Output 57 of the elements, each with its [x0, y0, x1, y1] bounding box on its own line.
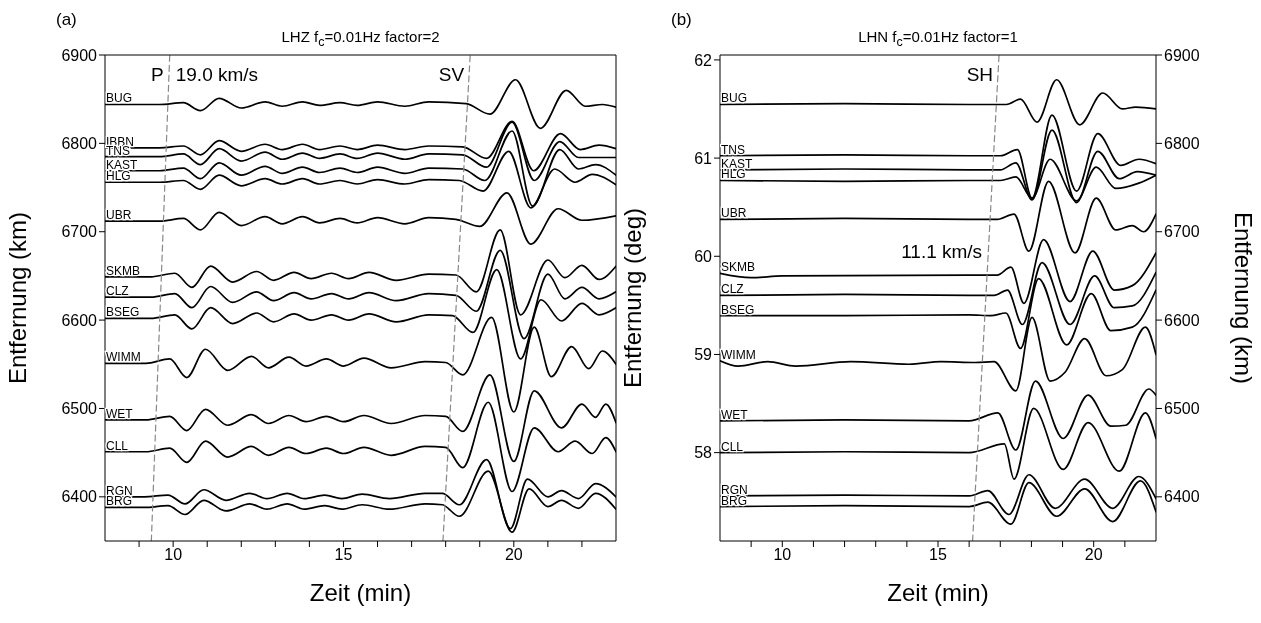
series-label: BUG: [721, 91, 748, 106]
y2-tick-label: 6900: [1164, 46, 1200, 64]
series-label: WET: [106, 406, 134, 421]
x-tick-label: 15: [334, 546, 353, 564]
series-label: BSEG: [106, 305, 140, 320]
annotation: SV: [438, 64, 465, 85]
x-axis-title: Zeit (min): [309, 579, 412, 606]
annotation: SH: [966, 64, 994, 85]
series-label: HLG: [106, 169, 131, 184]
series-label: CLZ: [106, 284, 129, 299]
y-tick-label: 59: [694, 346, 713, 364]
series-label: TNS: [721, 142, 745, 157]
y-tick-label: 6900: [61, 46, 98, 64]
y-tick-label: 6700: [61, 223, 98, 241]
series-label: CLZ: [721, 282, 744, 297]
y2-axis-title: Entfernung (km): [1230, 211, 1258, 385]
y2-tick-label: 6600: [1164, 311, 1200, 329]
y-tick-label: 60: [694, 247, 713, 265]
annotation: 19.0 km/s: [175, 64, 259, 85]
chart-title: LHZ f$_{c}$=0.01Hz factor=2: [280, 28, 441, 49]
series-label: SKMB: [721, 260, 756, 275]
y-tick-label: 61: [694, 149, 713, 167]
y-tick-label: 6400: [61, 488, 98, 506]
y2-tick-label: 6400: [1164, 488, 1200, 506]
series-label: WIMM: [721, 347, 756, 362]
series-label: KAST: [106, 157, 139, 172]
y2-tick-label: 6800: [1164, 135, 1200, 153]
series-label: UBR: [106, 208, 132, 223]
annotation: 11.1 km/s: [901, 241, 983, 263]
series-label: WET: [721, 407, 749, 422]
y-axis-title: Entfernung (deg): [618, 207, 646, 389]
y-tick-label: 58: [694, 444, 713, 462]
x-axis-title: Zeit (min): [887, 579, 989, 606]
series-label: BSEG: [721, 302, 755, 317]
y2-tick-label: 6500: [1164, 400, 1200, 418]
text: (a): [56, 10, 77, 30]
x-tick-label: 20: [1084, 546, 1103, 564]
series-label: WIMM: [106, 350, 141, 365]
chart-title: LHN f$_{c}$=0.01Hz factor=1: [857, 28, 1019, 49]
text: (b): [671, 10, 692, 30]
series-label: CLL: [721, 439, 744, 454]
x-tick-label: 20: [504, 546, 523, 564]
x-tick-label: 15: [929, 546, 947, 564]
y-tick-label: 6800: [61, 135, 98, 153]
y-tick-label: 6500: [61, 400, 98, 418]
y2-tick-label: 6700: [1164, 223, 1200, 241]
x-tick-label: 10: [773, 546, 792, 564]
x-tick-label: 10: [164, 546, 183, 564]
series-label: UBR: [721, 206, 747, 221]
y-tick-label: 62: [694, 51, 713, 69]
series-label: BUG: [106, 91, 133, 106]
annotation: P: [151, 64, 164, 85]
y-axis-title: Entfernung (km): [3, 211, 31, 385]
series-label: CLL: [106, 438, 129, 453]
series-label: HLG: [721, 167, 746, 182]
series-label: SKMB: [106, 263, 141, 278]
y-tick-label: 6600: [61, 311, 98, 329]
